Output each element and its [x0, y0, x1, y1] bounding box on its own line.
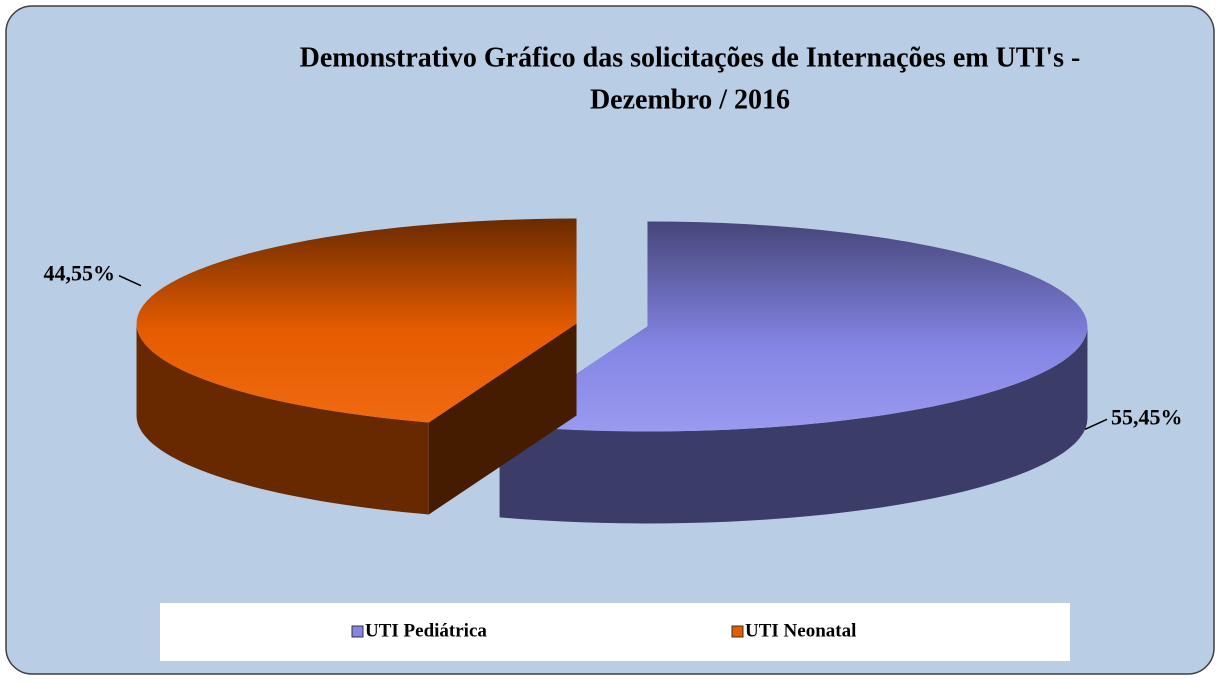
legend-label: UTI Neonatal — [745, 620, 856, 641]
leader-line — [118, 274, 142, 287]
leader-line — [1084, 418, 1108, 431]
slice-side — [428, 323, 577, 515]
slice — [499, 221, 1088, 432]
legend — [160, 603, 1070, 661]
slice-wall — [499, 326, 1088, 524]
data-label: 44,55% — [43, 261, 115, 286]
slice — [136, 218, 577, 423]
legend-label: UTI Pediátrica — [365, 620, 487, 641]
chart-title: Dezembro / 2016 — [590, 84, 790, 115]
pie — [136, 218, 1088, 524]
chart-title: Demonstrativo Gráfico das solicitações d… — [300, 42, 1081, 73]
legend-swatch — [351, 625, 364, 638]
data-label: 55,45% — [1111, 404, 1183, 429]
chart-area — [5, 5, 1215, 675]
slice-wall — [136, 323, 429, 515]
legend-swatch — [731, 625, 744, 638]
